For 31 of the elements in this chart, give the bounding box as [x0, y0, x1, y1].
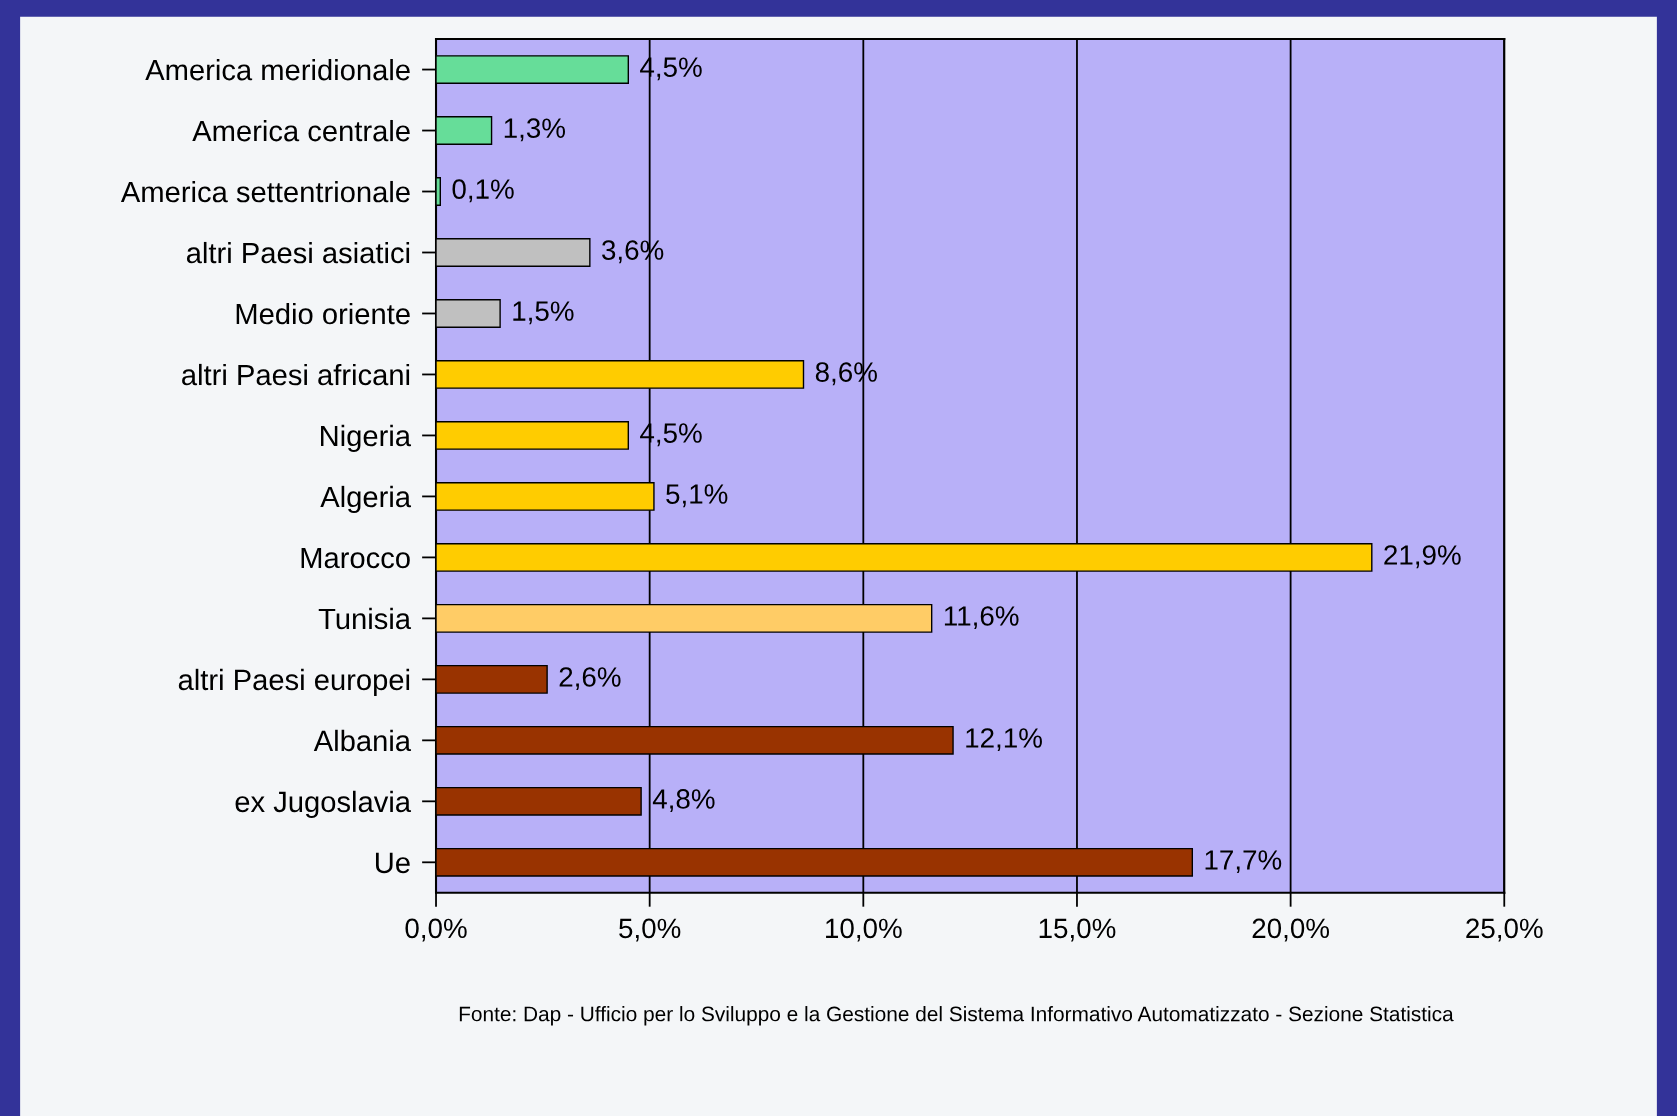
- x-tick-label: 25,0%: [1466, 918, 1543, 942]
- y-tick-label: Ue: [375, 852, 410, 874]
- y-tick-label: Nigeria: [321, 424, 412, 453]
- x-tick-label: 15,0%: [1039, 918, 1116, 942]
- data-label: 12,1%: [966, 728, 1042, 752]
- data-label: 2,6%: [559, 667, 621, 691]
- x-tick-label: 0,0%: [405, 918, 467, 942]
- data-label: 1,3%: [504, 118, 566, 142]
- y-tick-label: Marocco: [301, 547, 410, 569]
- data-label: 1,5%: [513, 301, 574, 325]
- data-label: 21,9%: [1384, 545, 1461, 569]
- x-tick-label: 20,0%: [1252, 918, 1330, 942]
- y-tick-label: altri Paesi africani: [182, 363, 410, 386]
- y-tick-label: America meridionale: [145, 58, 410, 81]
- y-tick-label: Algeria: [320, 485, 412, 514]
- x-tick-label: 5,0%: [619, 918, 681, 942]
- y-tick-label: altri Paesi asiatici: [186, 241, 410, 264]
- data-label: 5,1%: [666, 484, 728, 508]
- data-label: 11,6%: [944, 606, 1019, 630]
- y-tick-label: Albania: [313, 729, 412, 752]
- source-note: Fonte: Dap - Ufficio per lo Sviluppo e la Gestione del Sistema Informativo Automatizzato - Sezione Statistica: [459, 1006, 1454, 1026]
- y-tick-label: Medio oriente: [236, 302, 410, 325]
- y-tick-label: Tunisia: [318, 607, 412, 630]
- y-tick-label: ex Jugoslavia: [235, 790, 412, 818]
- y-tick-label: altri Paesi europei: [178, 668, 410, 696]
- y-tick-label: America settentrionale: [120, 180, 410, 203]
- data-label: 17,7%: [1205, 850, 1282, 874]
- x-tick-label: 10,0%: [826, 918, 902, 942]
- data-label: 4,8%: [652, 789, 715, 813]
- data-label: 0,1%: [452, 179, 514, 203]
- y-tick-label: America centrale: [192, 119, 410, 142]
